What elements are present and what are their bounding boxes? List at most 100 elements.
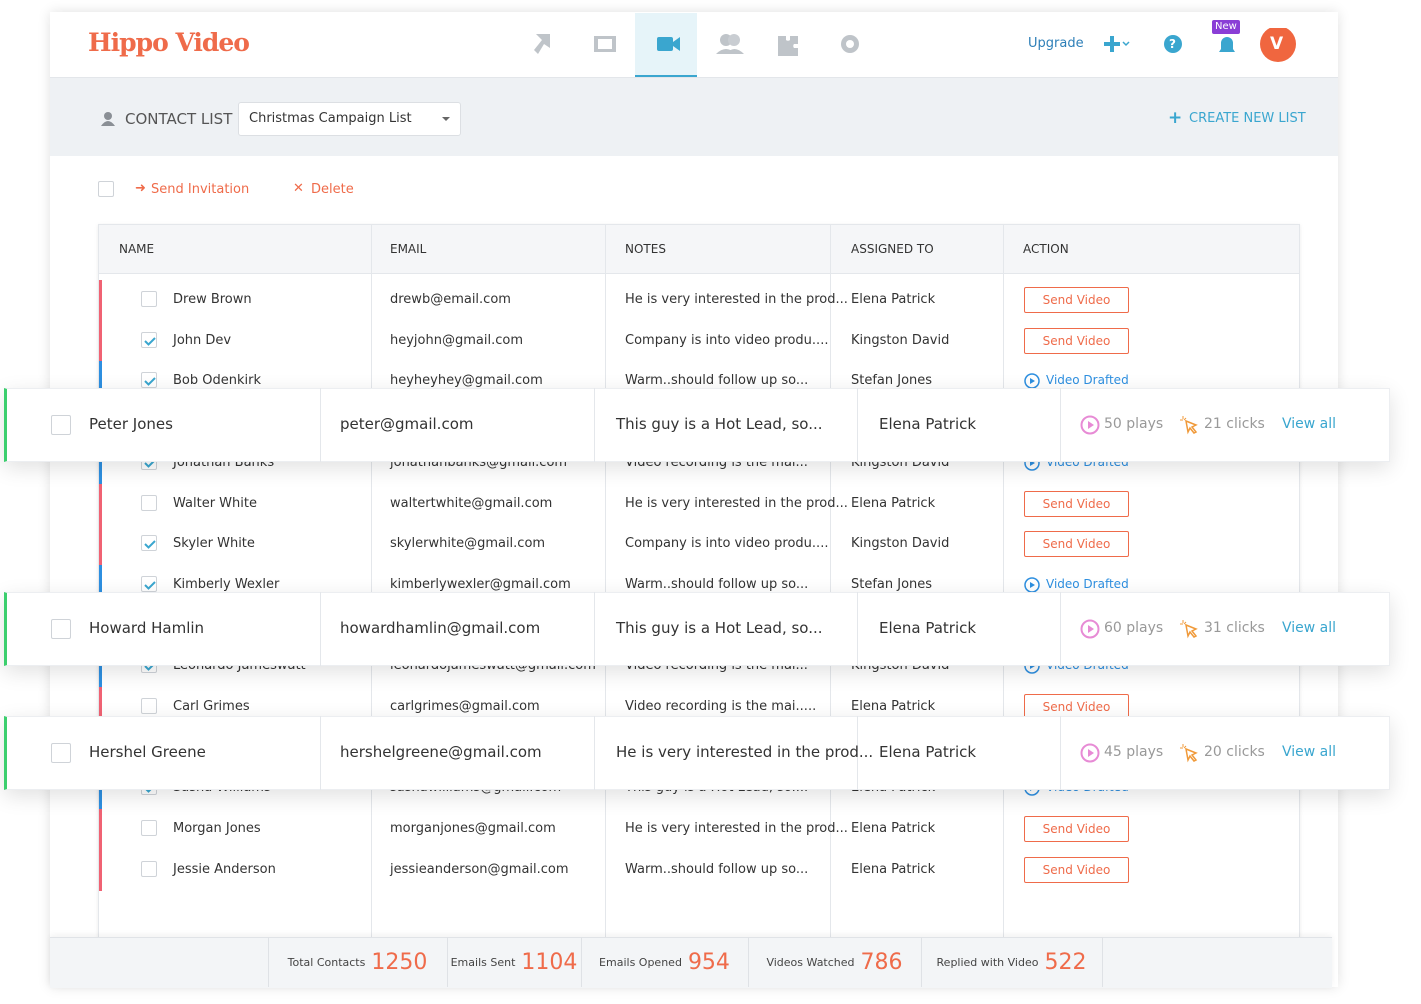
hot-lead-divider (320, 388, 321, 462)
send-video-button[interactable]: Send Video (1024, 531, 1129, 558)
clicks-icon (1180, 416, 1198, 435)
send-video-button[interactable]: Send Video (1024, 816, 1129, 843)
avatar-circle[interactable] (1260, 28, 1296, 62)
column-header: NOTES (625, 242, 666, 256)
clicks-icon (1180, 744, 1198, 763)
video-drafted[interactable]: Video Drafted (1046, 576, 1129, 591)
row-checkbox[interactable] (141, 575, 157, 592)
plays-icon (1080, 415, 1100, 435)
hot-lead-email: peter@gmail.com (340, 415, 474, 433)
hot-lead-divider (594, 716, 595, 790)
hot-lead-divider (1060, 592, 1061, 666)
assigned-to: Stefan Jones (851, 373, 933, 389)
add-button[interactable] (1104, 36, 1120, 52)
check-mark (144, 540, 156, 550)
contact-name: Walter White (173, 495, 257, 511)
contact-list-label: CONTACT LIST (125, 110, 233, 128)
contact-email: heyjohn@gmail.com (390, 332, 523, 348)
assigned-to: Elena Patrick (851, 495, 936, 511)
delete-button[interactable]: Delete (311, 182, 354, 197)
contact-icon (101, 112, 115, 126)
stat-value: 954 (687, 949, 730, 975)
list-select[interactable] (238, 102, 461, 136)
stat-label: Total Contacts (287, 955, 366, 969)
row-checkbox[interactable] (141, 494, 157, 511)
column-divider (371, 225, 372, 937)
avatar-initial[interactable]: V (1270, 34, 1284, 54)
hot-lead-assigned: Elena Patrick (879, 415, 977, 433)
stats-divider (748, 937, 749, 987)
assigned-to: Elena Patrick (851, 292, 936, 307)
row-checkbox[interactable] (141, 331, 157, 348)
launch-icon[interactable] (534, 34, 550, 54)
column-header: ACTION (1023, 242, 1069, 256)
contact-email: morganjones@gmail.com (390, 821, 556, 837)
column-divider (830, 225, 831, 937)
hot-lead-divider (857, 592, 858, 666)
status-bar (99, 849, 102, 891)
row-checkbox[interactable] (141, 698, 157, 714)
drafted-icon (1024, 577, 1040, 593)
stats-divider (921, 937, 922, 987)
stat-value: 1104 (521, 949, 578, 975)
logo[interactable]: Hippo Video (88, 28, 250, 57)
hot-lead-checkbox[interactable] (51, 415, 71, 435)
row-checkbox[interactable] (141, 860, 157, 877)
record-icon[interactable] (657, 37, 673, 51)
contact-name: Kimberly Wexler (173, 576, 280, 592)
send-video-button[interactable]: Send Video (1024, 856, 1129, 883)
send-video-button[interactable]: Send Video (1024, 327, 1129, 354)
contact-name: Bob Odenkirk (173, 373, 261, 389)
contact-notes: Company is into video produ.... (625, 536, 829, 552)
row-checkbox[interactable] (141, 291, 157, 307)
plays-icon (1080, 619, 1100, 639)
upgrade-link[interactable]: Upgrade (1028, 36, 1084, 51)
status-bar (99, 483, 102, 525)
send-video-button[interactable]: Send Video (1024, 490, 1129, 517)
clicks-count: 21 clicks (1204, 416, 1265, 432)
column-divider (1003, 225, 1004, 937)
contact-name: Drew Brown (173, 292, 252, 307)
row-checkbox[interactable] (141, 820, 157, 837)
integrations-icon[interactable] (778, 36, 798, 56)
view-all-link[interactable]: View all (1282, 744, 1337, 760)
contact-email: jessieanderson@gmail.com (390, 861, 569, 877)
status-bar (99, 280, 102, 321)
contact-notes: He is very interested in the prod... (625, 821, 848, 837)
status-bar (99, 687, 102, 728)
create-list-button[interactable]: CREATE NEW LIST (1189, 111, 1306, 126)
check-mark (144, 377, 156, 387)
stat-label: Replied with Video (936, 955, 1039, 969)
notifications-icon[interactable] (1219, 37, 1235, 52)
send-invitation[interactable]: Send Invitation (151, 182, 250, 197)
status-bar (99, 809, 102, 851)
send-video-button[interactable]: Send Video (1024, 694, 1129, 720)
stat-value: 786 (860, 949, 903, 975)
header-icons (1104, 28, 1296, 62)
contact-name: Skyler White (173, 536, 255, 552)
status-bar (99, 564, 102, 606)
check-mark (144, 336, 156, 346)
view-all-link[interactable]: View all (1282, 620, 1337, 636)
row-checkbox[interactable] (141, 535, 157, 552)
status-bar (99, 361, 102, 403)
select-caret (442, 117, 450, 121)
status-bar (99, 524, 102, 566)
view-all-link[interactable]: View all (1282, 416, 1337, 432)
contact-notes: He is very interested in the prod... (625, 292, 848, 307)
hot-lead-checkbox[interactable] (51, 619, 71, 639)
hot-lead-checkbox[interactable] (51, 743, 71, 763)
send-video-button[interactable]: Send Video (1024, 287, 1129, 313)
stat-cell: Emails Sent 1104 (447, 937, 581, 987)
stats-divider (447, 937, 448, 987)
row-checkbox[interactable] (141, 372, 157, 389)
select-all-checkbox[interactable] (98, 181, 114, 197)
contact-notes: Warm..should follow up so... (625, 861, 809, 877)
new-badge: New (1212, 20, 1240, 34)
video-drafted[interactable]: Video Drafted (1046, 373, 1129, 388)
contact-email: carlgrimes@gmail.com (390, 699, 540, 714)
clicks-count: 31 clicks (1204, 620, 1265, 636)
help-icon[interactable] (1164, 35, 1182, 53)
plays-icon (1080, 743, 1100, 763)
